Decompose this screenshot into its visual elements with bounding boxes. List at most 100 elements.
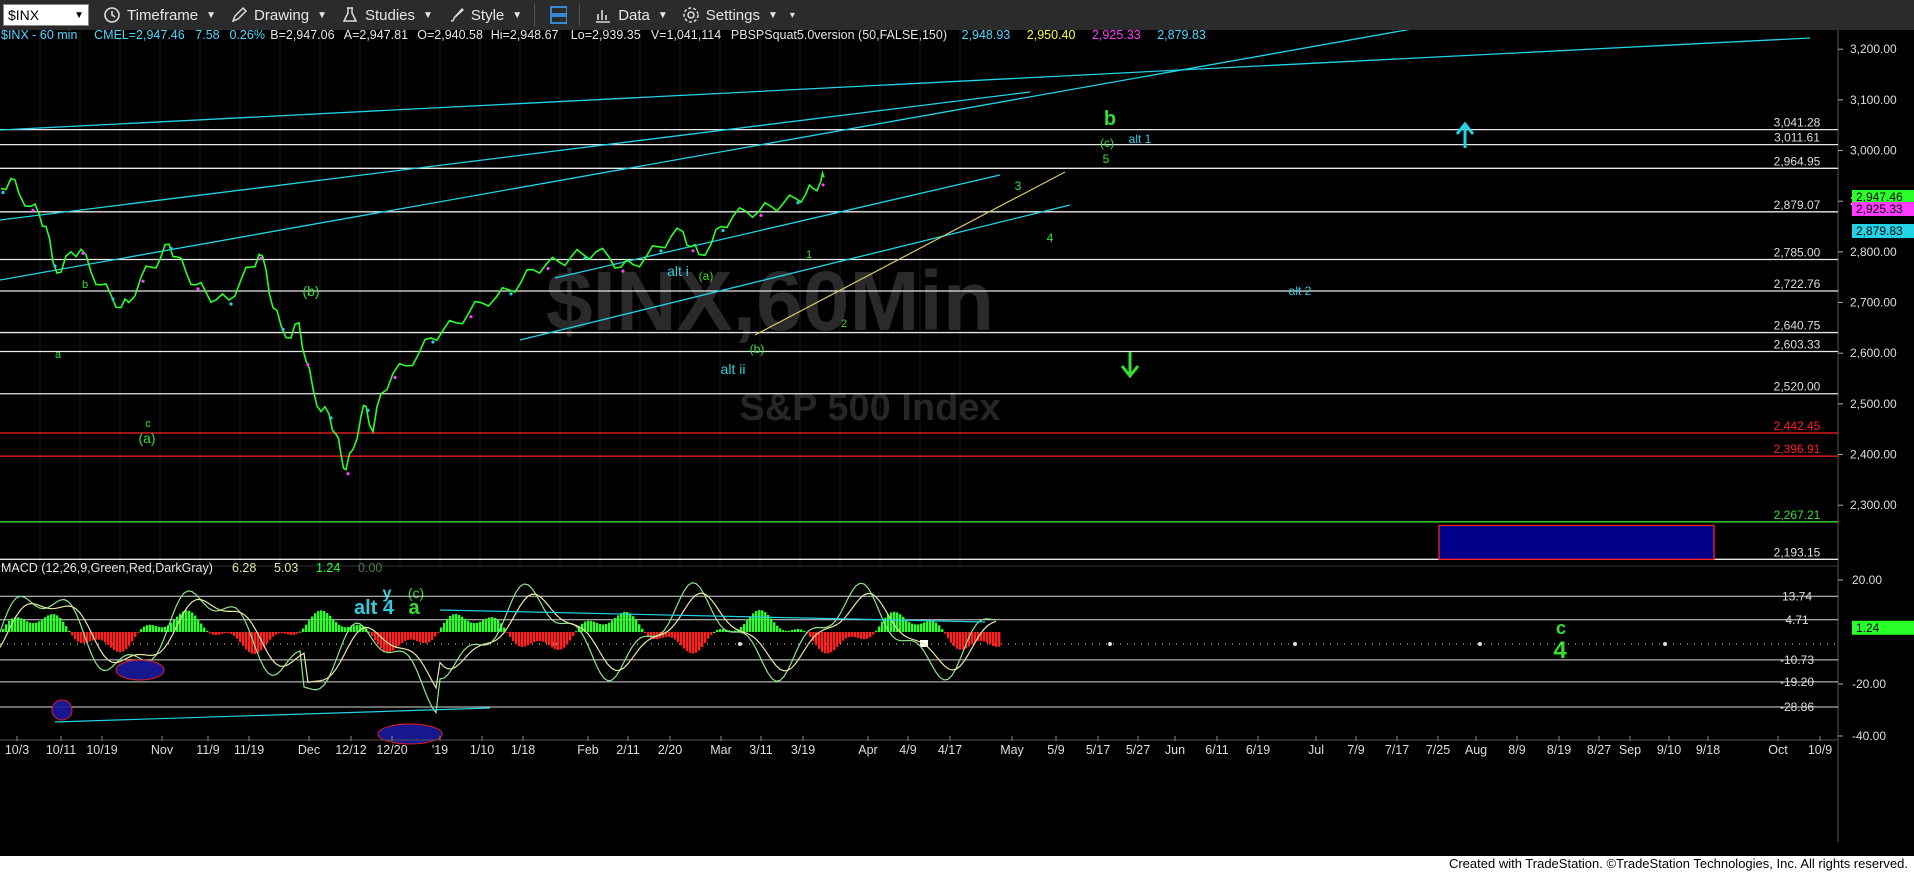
x-tick-label: Jul xyxy=(1308,743,1324,757)
bar-chart-icon xyxy=(594,6,612,24)
macd-histogram-bar xyxy=(449,616,452,632)
overflow-icon: ▾ xyxy=(789,9,795,21)
macd-histogram-bar xyxy=(218,632,221,635)
macd-histogram-bar xyxy=(197,619,200,632)
flask-icon xyxy=(341,6,359,24)
macd-histogram-bar xyxy=(791,630,794,632)
macd-y-tick-label: -20.00 xyxy=(1852,677,1886,691)
macd-histogram-bar xyxy=(356,624,359,632)
macd-histogram-bar xyxy=(899,614,902,632)
x-tick-label: 8/19 xyxy=(1547,743,1571,757)
macd-histogram-bar xyxy=(818,632,821,649)
macd-histogram-bar xyxy=(485,618,488,632)
indicator-dot xyxy=(759,213,763,217)
macd-histogram-bar xyxy=(461,616,464,632)
wave-label: alt 1 xyxy=(1129,132,1152,146)
macd-histogram-bar xyxy=(215,632,218,635)
chart-area[interactable]: $INX,60Min S&P 500 Index 3,200.00 3,100.00 3… xyxy=(0,30,1914,860)
macd-histogram-bar xyxy=(812,632,815,642)
studies-button[interactable]: Studies ▼ xyxy=(341,6,433,24)
macd-histogram-bar xyxy=(251,632,254,654)
symbol-value: $INX xyxy=(8,7,40,23)
macd-histogram-bar xyxy=(341,626,344,632)
indicator-dot xyxy=(229,302,233,306)
macd-histogram-bar xyxy=(746,620,749,632)
macd-histogram-bar xyxy=(788,630,791,632)
macd-histogram-bar xyxy=(776,625,779,632)
x-tick-label: Jun xyxy=(1165,743,1185,757)
macd-histogram-bar xyxy=(377,632,380,645)
macd-histogram-bar xyxy=(278,632,281,634)
macd-histogram-bar xyxy=(530,632,533,644)
macd-histogram-bar xyxy=(23,619,26,632)
macd-histogram-bar xyxy=(539,632,542,641)
macd-histogram-bar xyxy=(2,628,5,632)
y-tick-label: 3,100.00 xyxy=(1850,93,1897,107)
wave-label: (b) xyxy=(302,283,319,299)
macd-histogram-bar xyxy=(431,632,434,640)
settings-button[interactable]: Settings ▼ ▾ xyxy=(682,6,795,24)
price-series-line xyxy=(0,170,825,472)
macd-histogram-bar xyxy=(905,619,908,632)
macd-histogram-bar xyxy=(773,622,776,632)
macd-histogram-bar xyxy=(920,623,923,632)
macd-histogram-bar xyxy=(692,632,695,654)
macd-histogram-bar xyxy=(650,632,653,639)
macd-histogram-bar xyxy=(965,632,968,649)
macd-histogram-bar xyxy=(896,612,899,632)
wave-label: b xyxy=(82,279,88,291)
macd-histogram-bar xyxy=(266,632,269,644)
macd-histogram-bar xyxy=(740,627,743,632)
style-button[interactable]: Style ▼ xyxy=(447,6,522,24)
macd-histogram-bar xyxy=(506,632,509,633)
indicator-dot xyxy=(659,249,663,253)
macd-histogram-bar xyxy=(872,632,875,635)
macd-histogram-bar xyxy=(470,622,473,632)
indicator-dot xyxy=(81,251,85,255)
macd-histogram-bar xyxy=(608,622,611,632)
x-tick-label: 1/18 xyxy=(511,743,535,757)
macd-histogram-bar xyxy=(698,632,701,651)
macd-histogram-bar xyxy=(467,620,470,632)
macd-histogram-bar xyxy=(857,632,860,639)
macd-histogram-bar xyxy=(785,630,788,632)
macd-histogram-bar xyxy=(662,632,665,638)
wave-label: (b) xyxy=(750,342,765,356)
caret-down-icon: ▼ xyxy=(206,9,217,21)
macd-histogram-bar xyxy=(155,626,158,632)
macd-histogram-bar xyxy=(107,632,110,645)
x-tick-label: 10/19 xyxy=(86,743,117,757)
macd-histogram-bar xyxy=(893,611,896,632)
macd-histogram-bar xyxy=(914,624,917,632)
macd-zero-dot xyxy=(1293,642,1297,646)
macd-histogram-bar xyxy=(986,632,989,643)
level-label: 3,011.61 xyxy=(1774,131,1820,145)
drawing-button[interactable]: Drawing ▼ xyxy=(230,6,327,24)
macd-histogram-bar xyxy=(179,613,182,632)
macd-zero-dot xyxy=(1478,642,1482,646)
header-field: 0.26% xyxy=(230,30,265,42)
macd-histogram-bar xyxy=(755,610,758,632)
macd-level-label: -28.86 xyxy=(1780,700,1814,714)
macd-histogram-bar xyxy=(32,623,35,632)
timeframe-button[interactable]: Timeframe ▼ xyxy=(103,6,216,24)
macd-histogram-bar xyxy=(875,630,878,632)
macd-histogram-bar xyxy=(389,632,392,652)
x-tick-label: 10/3 xyxy=(5,743,29,757)
toolbar-divider xyxy=(579,4,581,26)
wave-label: y xyxy=(383,585,392,602)
macd-histogram-bar xyxy=(224,632,227,634)
caret-down-icon: ▼ xyxy=(657,9,668,21)
layout-button[interactable] xyxy=(549,6,568,24)
macd-histogram-bar xyxy=(236,632,239,639)
indicator-dot xyxy=(196,287,200,291)
macd-histogram-bar xyxy=(647,632,650,637)
symbol-input[interactable]: $INX ▼ xyxy=(3,4,89,26)
level-label: 2,520.00 xyxy=(1774,380,1821,394)
wave-label: (c) xyxy=(1100,136,1114,150)
macd-histogram-bar xyxy=(779,628,782,632)
data-button[interactable]: Data ▼ xyxy=(594,6,668,24)
up-arrow-icon xyxy=(1455,121,1475,148)
macd-histogram-bar xyxy=(641,628,644,632)
